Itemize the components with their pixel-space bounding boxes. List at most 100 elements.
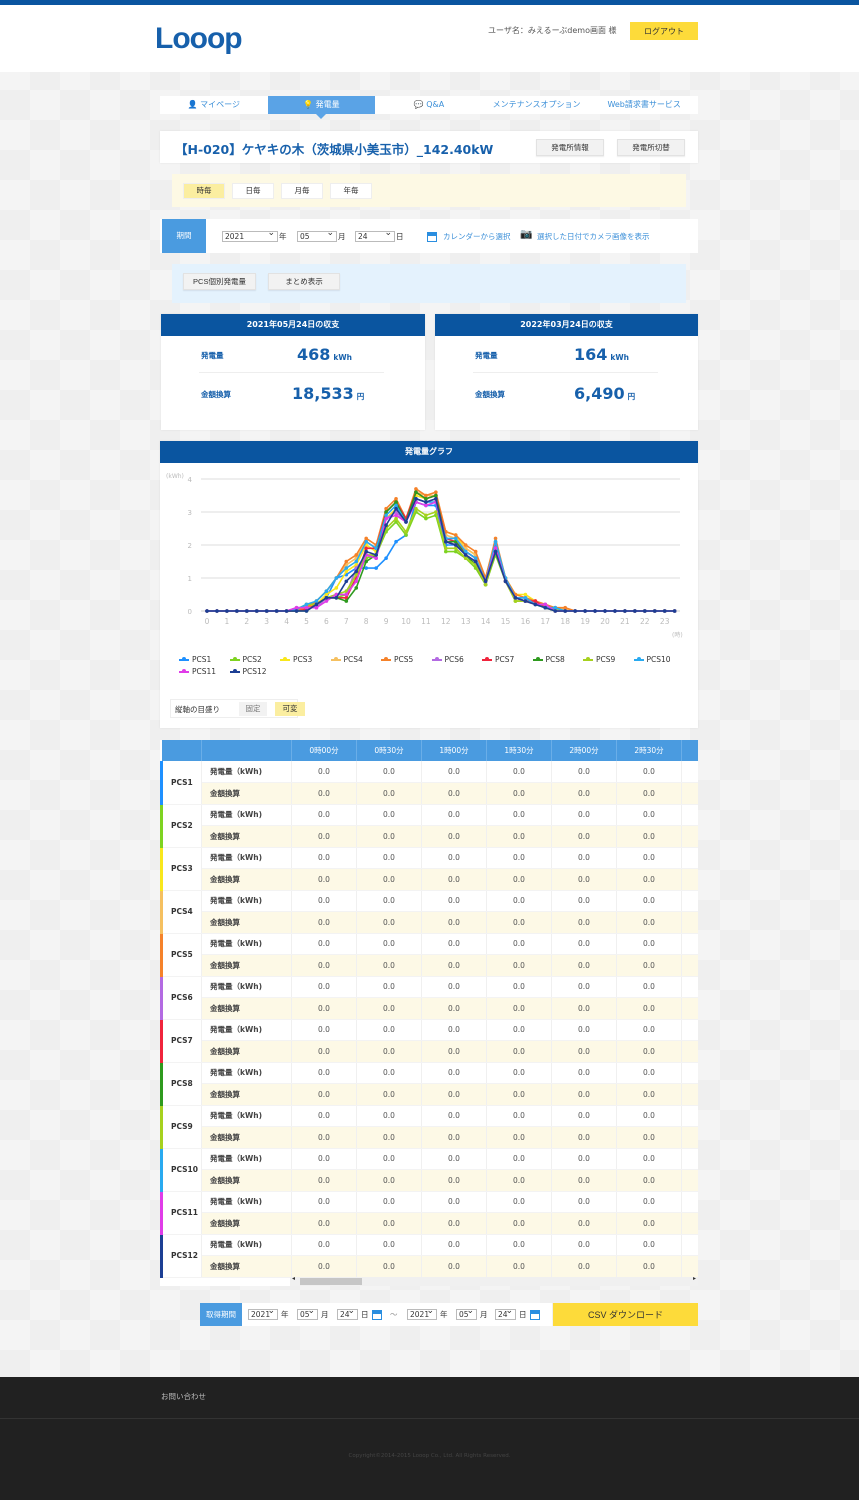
from-day-select[interactable]: 24 [337, 1307, 358, 1320]
data-point-PCS12 [503, 579, 508, 584]
table-cell: 0.0 [616, 825, 682, 848]
data-point-PCS10 [473, 556, 478, 560]
data-point-PCS11 [354, 579, 359, 584]
day-select[interactable]: 24 [355, 229, 395, 242]
table-cell: 0.0 [551, 1234, 617, 1256]
legend-item-PCS7[interactable]: PCS7 [482, 655, 514, 664]
table-cell: 0.0 [616, 782, 682, 805]
data-point-PCS9 [404, 530, 408, 534]
row-label: 金額換算 [201, 1169, 292, 1192]
legend-item-PCS2[interactable]: PCS2 [229, 655, 262, 664]
legend-item-PCS9[interactable]: PCS9 [583, 655, 615, 664]
legend-item-PCS3[interactable]: PCS3 [280, 655, 312, 664]
money-label: 金額換算 [475, 390, 505, 399]
logout-button[interactable]: ログアウト [630, 22, 698, 40]
data-point-PCS12 [394, 506, 398, 511]
table-cell: 0.0 [551, 1019, 617, 1041]
table-cell: 0.0 [551, 1191, 617, 1213]
download-range: 取得期間 2021 年 05 月 24 日 ～ 2021 年 05 月 24 日 [200, 1303, 552, 1326]
data-point-PCS12 [264, 609, 269, 613]
calendar-icon[interactable] [372, 1310, 382, 1320]
legend-item-PCS4[interactable]: PCS4 [330, 655, 363, 664]
lightbulb-icon: 💡 [303, 100, 316, 109]
table-cell: 0.0 [681, 1169, 698, 1192]
data-point-PCS10 [394, 503, 398, 508]
summary-button[interactable]: まとめ表示 [268, 273, 340, 290]
contact-link[interactable]: お問い合わせ [161, 1392, 206, 1401]
nav-maintenance[interactable]: メンテナンスオプション [492, 100, 581, 109]
data-point-PCS11 [304, 605, 309, 610]
from-month-select[interactable]: 05 [297, 1307, 318, 1320]
table-cell: 0.0 [551, 890, 617, 912]
axis-variable-button[interactable]: 可変 [275, 702, 305, 716]
table-cell: 0.0 [421, 804, 487, 826]
pcs-label: PCS1 [160, 761, 202, 805]
table-cell: 0.0 [421, 847, 487, 869]
x-tick-label: 21 [620, 617, 630, 626]
data-point-PCS3 [324, 592, 329, 597]
to-year-select[interactable]: 2021 [407, 1307, 437, 1320]
legend-item-PCS10[interactable]: PCS10 [633, 655, 671, 664]
plant-info-button[interactable]: 発電所情報 [536, 139, 604, 156]
tab-yearly[interactable]: 年毎 [330, 183, 372, 199]
legend-item-PCS6[interactable]: PCS6 [431, 655, 464, 664]
scroll-left-icon[interactable]: ◂ [292, 1275, 296, 1282]
scroll-right-icon[interactable]: ▸ [692, 1275, 696, 1282]
data-point-PCS12 [324, 596, 329, 600]
x-tick-label: 14 [481, 617, 491, 626]
data-point-PCS12 [274, 609, 279, 613]
tab-monthly[interactable]: 月毎 [281, 183, 323, 199]
data-point-PCS11 [344, 592, 349, 597]
logo[interactable]: Looop [155, 22, 243, 55]
data-point-PCS5 [394, 497, 398, 501]
nav-mypage[interactable]: 👤 マイページ [187, 100, 240, 109]
legend-item-PCS1[interactable]: PCS1 [179, 655, 211, 664]
month-select[interactable]: 05 [297, 229, 337, 242]
nav-web-invoice[interactable]: Web請求書サービス [607, 100, 681, 109]
nav-qa[interactable]: 💬 Q&A [413, 100, 445, 109]
table-cell: 0.0 [356, 911, 422, 934]
table-cell: 0.0 [486, 890, 552, 912]
legend-item-PCS11[interactable]: PCS11 [179, 667, 216, 676]
table-cell: 0.0 [551, 1148, 617, 1170]
generation-value: 164 kWh [574, 345, 629, 364]
csv-download-button[interactable]: CSV ダウンロード [553, 1303, 698, 1326]
data-point-PCS10 [384, 513, 388, 518]
horizontal-scrollbar[interactable]: ◂ ▸ [290, 1275, 698, 1286]
plant-switch-button[interactable]: 発電所切替 [617, 139, 685, 156]
calendar-icon[interactable] [427, 232, 437, 242]
pcs-label: PCS10 [160, 1148, 202, 1192]
legend-item-PCS8[interactable]: PCS8 [532, 655, 565, 664]
legend-label: PCS9 [596, 655, 616, 664]
table-cell: 0.0 [681, 847, 698, 869]
tab-daily[interactable]: 日毎 [232, 183, 274, 199]
scrollbar-thumb[interactable] [300, 1278, 362, 1285]
from-year-select[interactable]: 2021 [248, 1307, 278, 1320]
table-cell: 0.0 [421, 1148, 487, 1170]
tab-hourly[interactable]: 時毎 [183, 183, 225, 199]
table-cell: 0.0 [616, 976, 682, 998]
to-month-select[interactable]: 05 [456, 1307, 477, 1320]
table-cell: 0.0 [356, 1212, 422, 1235]
nav-generation[interactable]: 💡 発電量 [267, 96, 376, 119]
summary-card-compare: 2022年03月24日の収支 発電量 164 kWh 金額換算 6,490 円 [435, 314, 698, 430]
legend-label: PCS5 [394, 655, 414, 664]
table-cell: 0.0 [291, 1105, 357, 1127]
user-name: ユーザ名：みえるーぶdemo画面 様 [488, 26, 617, 35]
to-day-select[interactable]: 24 [495, 1307, 516, 1320]
pcs-individual-button[interactable]: PCS個別発電量 [183, 273, 256, 290]
data-point-PCS8 [344, 599, 349, 603]
legend-item-PCS12[interactable]: PCS12 [229, 667, 267, 676]
data-point-PCS12 [334, 596, 339, 600]
axis-fixed-button[interactable]: 固定 [239, 702, 267, 716]
year-select[interactable]: 2021 [222, 229, 278, 242]
camera-link[interactable]: 選択した日付でカメラ画像を表示 [537, 232, 650, 241]
calendar-link[interactable]: カレンダーから選択 [443, 232, 511, 241]
calendar-icon[interactable] [530, 1310, 540, 1320]
table-cell: 0.0 [356, 782, 422, 805]
legend-item-PCS5[interactable]: PCS5 [381, 655, 413, 664]
